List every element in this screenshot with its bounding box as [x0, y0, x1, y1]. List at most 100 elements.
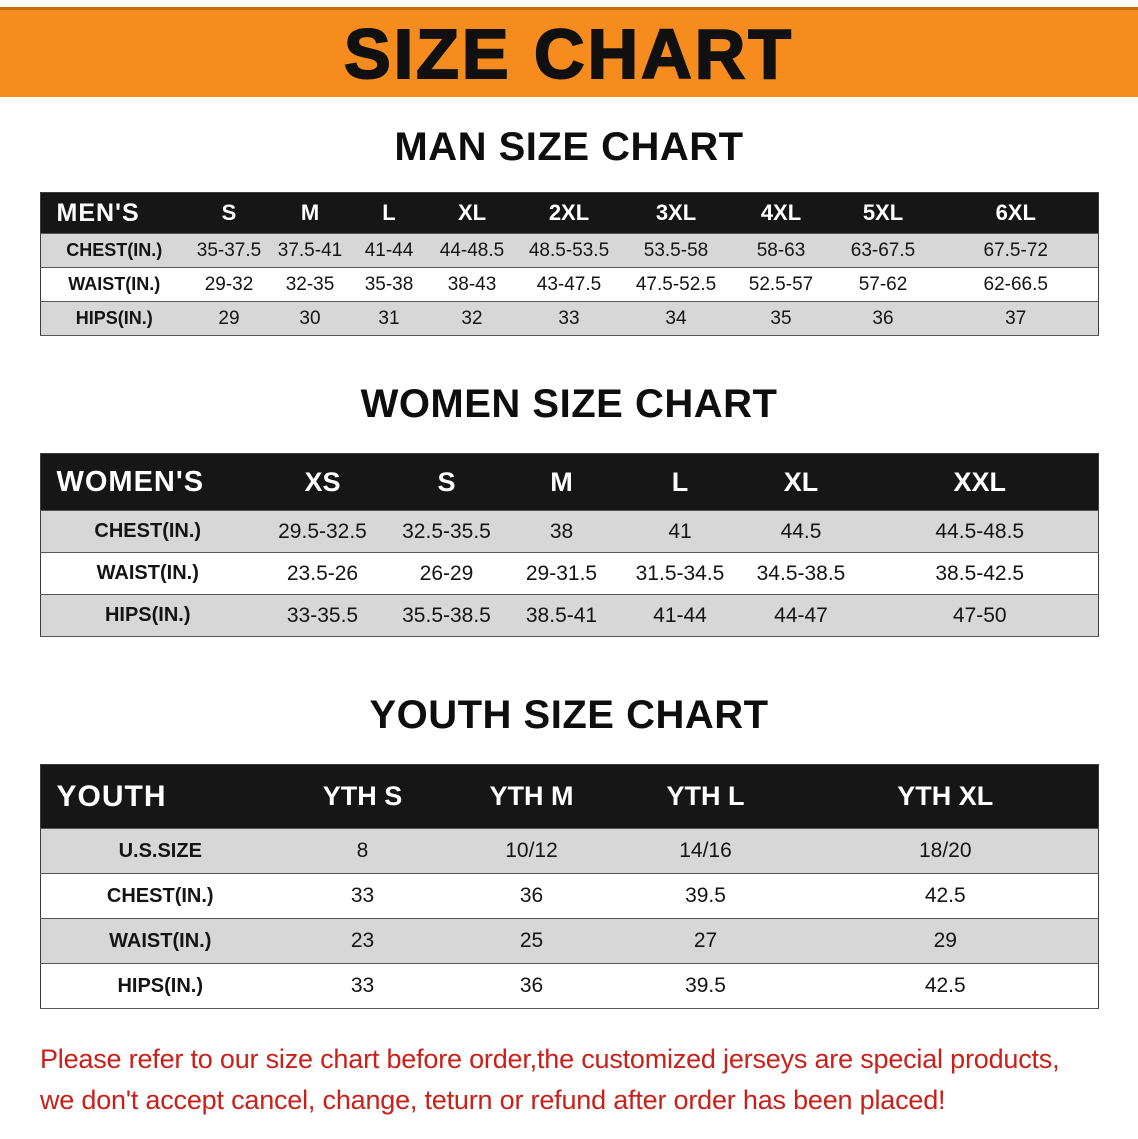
row-label: HIPS(IN.): [40, 301, 188, 336]
size-column-header: 3XL: [622, 192, 730, 234]
row-label: U.S.SIZE: [40, 828, 280, 874]
size-value-cell: 47.5-52.5: [622, 267, 730, 302]
size-value-cell: 34.5-38.5: [740, 552, 862, 595]
size-value-cell: 23.5-26: [255, 552, 390, 595]
women-size-table: WOMEN'S XS S M L XL XXL CHEST(IN.) 29.5-…: [39, 453, 1099, 637]
size-value-cell: 44-47: [740, 594, 862, 637]
size-value-cell: 38.5-42.5: [862, 552, 1098, 595]
row-label: WAIST(IN.): [40, 267, 188, 302]
men-size-table: MEN'S S M L XL 2XL 3XL 4XL 5XL 6XL CHEST…: [39, 192, 1099, 336]
size-column-header: YTH XL: [793, 764, 1098, 829]
size-value-cell: 38.5-41: [503, 594, 620, 637]
women-waist-row: WAIST(IN.) 23.5-26 26-29 29-31.5 31.5-34…: [40, 552, 1098, 595]
size-value-cell: 31: [350, 301, 428, 336]
row-label: CHEST(IN.): [40, 873, 280, 919]
size-value-cell: 33: [280, 963, 445, 1009]
size-value-cell: 18/20: [793, 828, 1098, 874]
youth-hips-row: HIPS(IN.) 33 36 39.5 42.5: [40, 963, 1098, 1009]
size-value-cell: 42.5: [793, 963, 1098, 1009]
row-label: HIPS(IN.): [40, 963, 280, 1009]
size-value-cell: 33: [280, 873, 445, 919]
size-value-cell: 58-63: [730, 233, 832, 268]
men-table-title: MEN'S: [40, 192, 188, 234]
size-column-header: YTH M: [445, 764, 618, 829]
youth-chest-row: CHEST(IN.) 33 36 39.5 42.5: [40, 873, 1098, 919]
size-value-cell: 29.5-32.5: [255, 510, 390, 553]
size-value-cell: 14/16: [618, 828, 793, 874]
size-value-cell: 26-29: [390, 552, 503, 595]
size-value-cell: 47-50: [862, 594, 1098, 637]
women-header-row: WOMEN'S XS S M L XL XXL: [40, 453, 1098, 511]
men-hips-row: HIPS(IN.) 29 30 31 32 33 34 35 36 37: [40, 301, 1098, 336]
size-value-cell: 36: [832, 301, 934, 336]
row-label: CHEST(IN.): [40, 510, 255, 553]
size-value-cell: 39.5: [618, 963, 793, 1009]
size-value-cell: 34: [622, 301, 730, 336]
size-column-header: M: [270, 192, 350, 234]
size-value-cell: 63-67.5: [832, 233, 934, 268]
size-value-cell: 25: [445, 918, 618, 964]
size-value-cell: 67.5-72: [934, 233, 1098, 268]
size-value-cell: 31.5-34.5: [620, 552, 740, 595]
size-column-header: XXL: [862, 453, 1098, 511]
size-value-cell: 29-32: [188, 267, 270, 302]
size-column-header: YTH L: [618, 764, 793, 829]
size-value-cell: 41: [620, 510, 740, 553]
size-column-header: XL: [740, 453, 862, 511]
size-chart-page: SIZE CHART MAN SIZE CHART MEN'S S M L XL…: [0, 7, 1138, 1121]
youth-heading: YOUTH SIZE CHART: [369, 693, 769, 737]
size-value-cell: 53.5-58: [622, 233, 730, 268]
size-column-header: S: [390, 453, 503, 511]
size-value-cell: 32: [428, 301, 516, 336]
page-title: SIZE CHART: [343, 14, 794, 94]
size-column-header: 2XL: [516, 192, 622, 234]
size-value-cell: 42.5: [793, 873, 1098, 919]
men-chest-row: CHEST(IN.) 35-37.5 37.5-41 41-44 44-48.5…: [40, 233, 1098, 268]
row-label: CHEST(IN.): [40, 233, 188, 268]
size-column-header: XL: [428, 192, 516, 234]
size-value-cell: 36: [445, 873, 618, 919]
size-value-cell: 39.5: [618, 873, 793, 919]
size-value-cell: 35-37.5: [188, 233, 270, 268]
size-column-header: YTH S: [280, 764, 445, 829]
size-value-cell: 38: [503, 510, 620, 553]
size-value-cell: 35-38: [350, 267, 428, 302]
size-value-cell: 27: [618, 918, 793, 964]
disclaimer-line-1: Please refer to our size chart before or…: [40, 1044, 1060, 1074]
size-value-cell: 52.5-57: [730, 267, 832, 302]
size-value-cell: 41-44: [620, 594, 740, 637]
row-label: HIPS(IN.): [40, 594, 255, 637]
size-value-cell: 30: [270, 301, 350, 336]
size-value-cell: 33: [516, 301, 622, 336]
size-value-cell: 41-44: [350, 233, 428, 268]
size-column-header: 6XL: [934, 192, 1098, 234]
size-value-cell: 37.5-41: [270, 233, 350, 268]
size-column-header: M: [503, 453, 620, 511]
women-hips-row: HIPS(IN.) 33-35.5 35.5-38.5 38.5-41 41-4…: [40, 594, 1098, 637]
size-column-header: 5XL: [832, 192, 934, 234]
men-header-row: MEN'S S M L XL 2XL 3XL 4XL 5XL 6XL: [40, 192, 1098, 234]
size-value-cell: 44.5-48.5: [862, 510, 1098, 553]
size-value-cell: 29-31.5: [503, 552, 620, 595]
size-column-header: L: [350, 192, 428, 234]
men-heading: MAN SIZE CHART: [394, 125, 744, 169]
youth-waist-row: WAIST(IN.) 23 25 27 29: [40, 918, 1098, 964]
size-value-cell: 32.5-35.5: [390, 510, 503, 553]
men-section: MAN SIZE CHART MEN'S S M L XL 2XL 3XL 4X…: [0, 125, 1138, 336]
size-column-header: 4XL: [730, 192, 832, 234]
size-value-cell: 62-66.5: [934, 267, 1098, 302]
size-value-cell: 29: [188, 301, 270, 336]
size-value-cell: 32-35: [270, 267, 350, 302]
youth-ussize-row: U.S.SIZE 8 10/12 14/16 18/20: [40, 828, 1098, 874]
women-chest-row: CHEST(IN.) 29.5-32.5 32.5-35.5 38 41 44.…: [40, 510, 1098, 553]
women-table-title: WOMEN'S: [40, 453, 255, 511]
size-value-cell: 35: [730, 301, 832, 336]
row-label: WAIST(IN.): [40, 552, 255, 595]
row-label: WAIST(IN.): [40, 918, 280, 964]
size-value-cell: 23: [280, 918, 445, 964]
youth-header-row: YOUTH YTH S YTH M YTH L YTH XL: [40, 764, 1098, 829]
size-value-cell: 29: [793, 918, 1098, 964]
youth-table-title: YOUTH: [40, 764, 280, 829]
size-value-cell: 36: [445, 963, 618, 1009]
size-value-cell: 35.5-38.5: [390, 594, 503, 637]
